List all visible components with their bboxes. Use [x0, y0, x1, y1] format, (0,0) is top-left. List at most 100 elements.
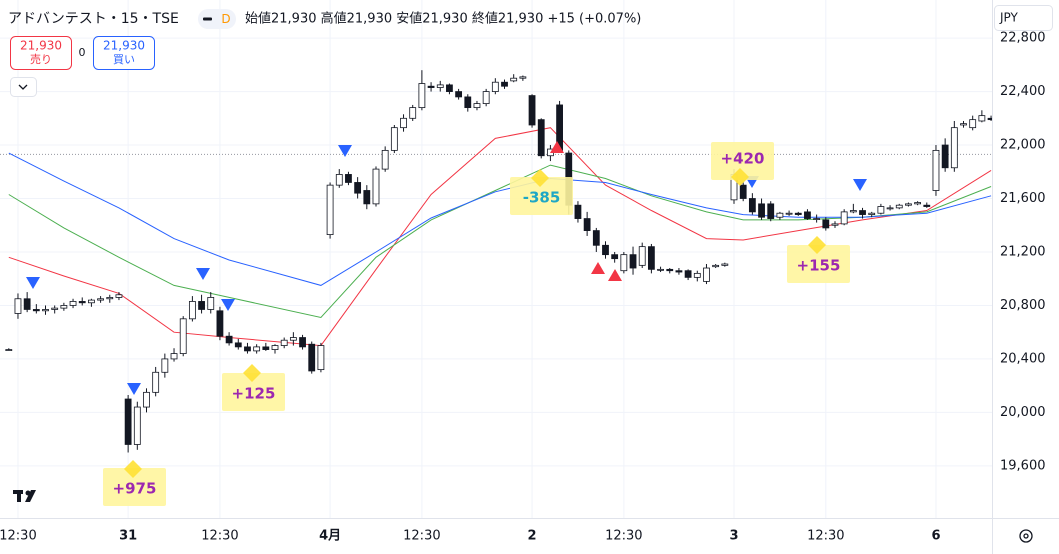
candle-body [14, 298, 22, 314]
candle-body [97, 298, 104, 301]
candle-body [225, 335, 233, 344]
candle-body [372, 168, 380, 205]
interval-pill[interactable] [198, 9, 236, 29]
moving-average [8, 164, 992, 319]
candle-body [693, 272, 701, 278]
moving-average [8, 127, 992, 347]
candle-body [950, 127, 958, 169]
candle-body [78, 301, 86, 304]
candle-body [161, 358, 169, 373]
candle-body [859, 210, 866, 215]
trade-label: -385 [523, 189, 561, 207]
candle-body [767, 203, 775, 219]
sell-signal [221, 299, 235, 311]
buy-button[interactable] [93, 36, 155, 70]
buy-signal [608, 269, 622, 281]
candle-body [822, 219, 830, 229]
candle-body [785, 212, 793, 215]
trade-label: +155 [797, 257, 841, 275]
trade-label-box [787, 245, 850, 283]
candle-body [143, 391, 150, 408]
candle-body [583, 218, 591, 231]
y-tick-label: 20,800 [1000, 298, 1046, 313]
candle-body [326, 184, 334, 236]
y-tick-label: 22,800 [1000, 31, 1046, 46]
candle-body [455, 91, 463, 98]
chevron [18, 84, 28, 90]
trade-diamond [531, 169, 549, 187]
x-tick-label: 3 [729, 529, 738, 544]
candle-body [170, 353, 178, 360]
candle-body [317, 345, 325, 371]
trade-label: +420 [721, 150, 765, 168]
trade-label-box [103, 468, 166, 506]
x-tick-label: 12:30 [201, 529, 238, 544]
candle-body [491, 81, 499, 92]
candle-body [675, 270, 683, 273]
candle-body [60, 305, 68, 309]
candle-body [42, 309, 49, 312]
candle-body [244, 346, 251, 352]
candle-body [106, 297, 114, 300]
candle-body [703, 267, 710, 282]
currency: JPY [999, 11, 1019, 25]
candle-body [978, 115, 986, 122]
candle-body [354, 182, 362, 194]
candle-body [776, 212, 784, 218]
candle-body [684, 270, 692, 278]
candle-body [602, 244, 609, 256]
candle-body [895, 204, 903, 209]
candle-body [253, 346, 261, 352]
candle-body [133, 406, 141, 445]
candle-body [510, 77, 518, 82]
trade-diamond [731, 168, 749, 186]
candle-body [5, 349, 13, 351]
candle-body [179, 318, 187, 354]
candle-body [262, 346, 270, 350]
candle-body [647, 246, 655, 270]
sell-price: 21,930 [20, 39, 62, 53]
candle-body [813, 218, 821, 220]
candle-body [446, 84, 453, 92]
sell-signal [853, 179, 867, 191]
candle-body [473, 103, 481, 109]
sell-signal [338, 145, 352, 157]
candle-body [960, 123, 967, 126]
candle-body [868, 212, 876, 215]
candle-body [748, 198, 756, 213]
candle-body [629, 254, 637, 269]
y-tick-label: 20,400 [1000, 351, 1046, 366]
candle-body [51, 307, 59, 310]
candle-body [308, 343, 316, 372]
x-tick-label: 12:30 [807, 529, 844, 544]
x-tick-label: 6 [931, 529, 940, 544]
trade-diamond [243, 364, 261, 382]
candle-body [152, 371, 160, 393]
candle-body [739, 184, 747, 199]
buy-signal [591, 262, 605, 274]
candle-body [207, 297, 215, 310]
candle-body [501, 81, 508, 87]
candle-body [804, 211, 811, 219]
candle-body [877, 206, 885, 214]
x-tick-label: 12:30 [403, 529, 440, 544]
y-tick-label: 19,600 [1000, 458, 1046, 473]
sell-signal [127, 383, 141, 395]
candle-body [271, 345, 279, 350]
candle-body [216, 310, 224, 337]
trade-label: +125 [232, 385, 276, 403]
settings-icon[interactable] [1019, 529, 1033, 543]
candle-body [969, 119, 977, 129]
buy-signal [550, 141, 564, 153]
candle-body [381, 149, 389, 170]
candle-body [188, 301, 196, 320]
candle-body [592, 230, 600, 246]
candle-body [914, 202, 922, 205]
sell-button[interactable] [10, 36, 72, 70]
candle-body [124, 398, 132, 445]
currency-button[interactable] [994, 5, 1053, 31]
candle-body [794, 212, 802, 215]
interval-badge: D [221, 12, 230, 26]
collapse-button[interactable] [10, 77, 37, 97]
